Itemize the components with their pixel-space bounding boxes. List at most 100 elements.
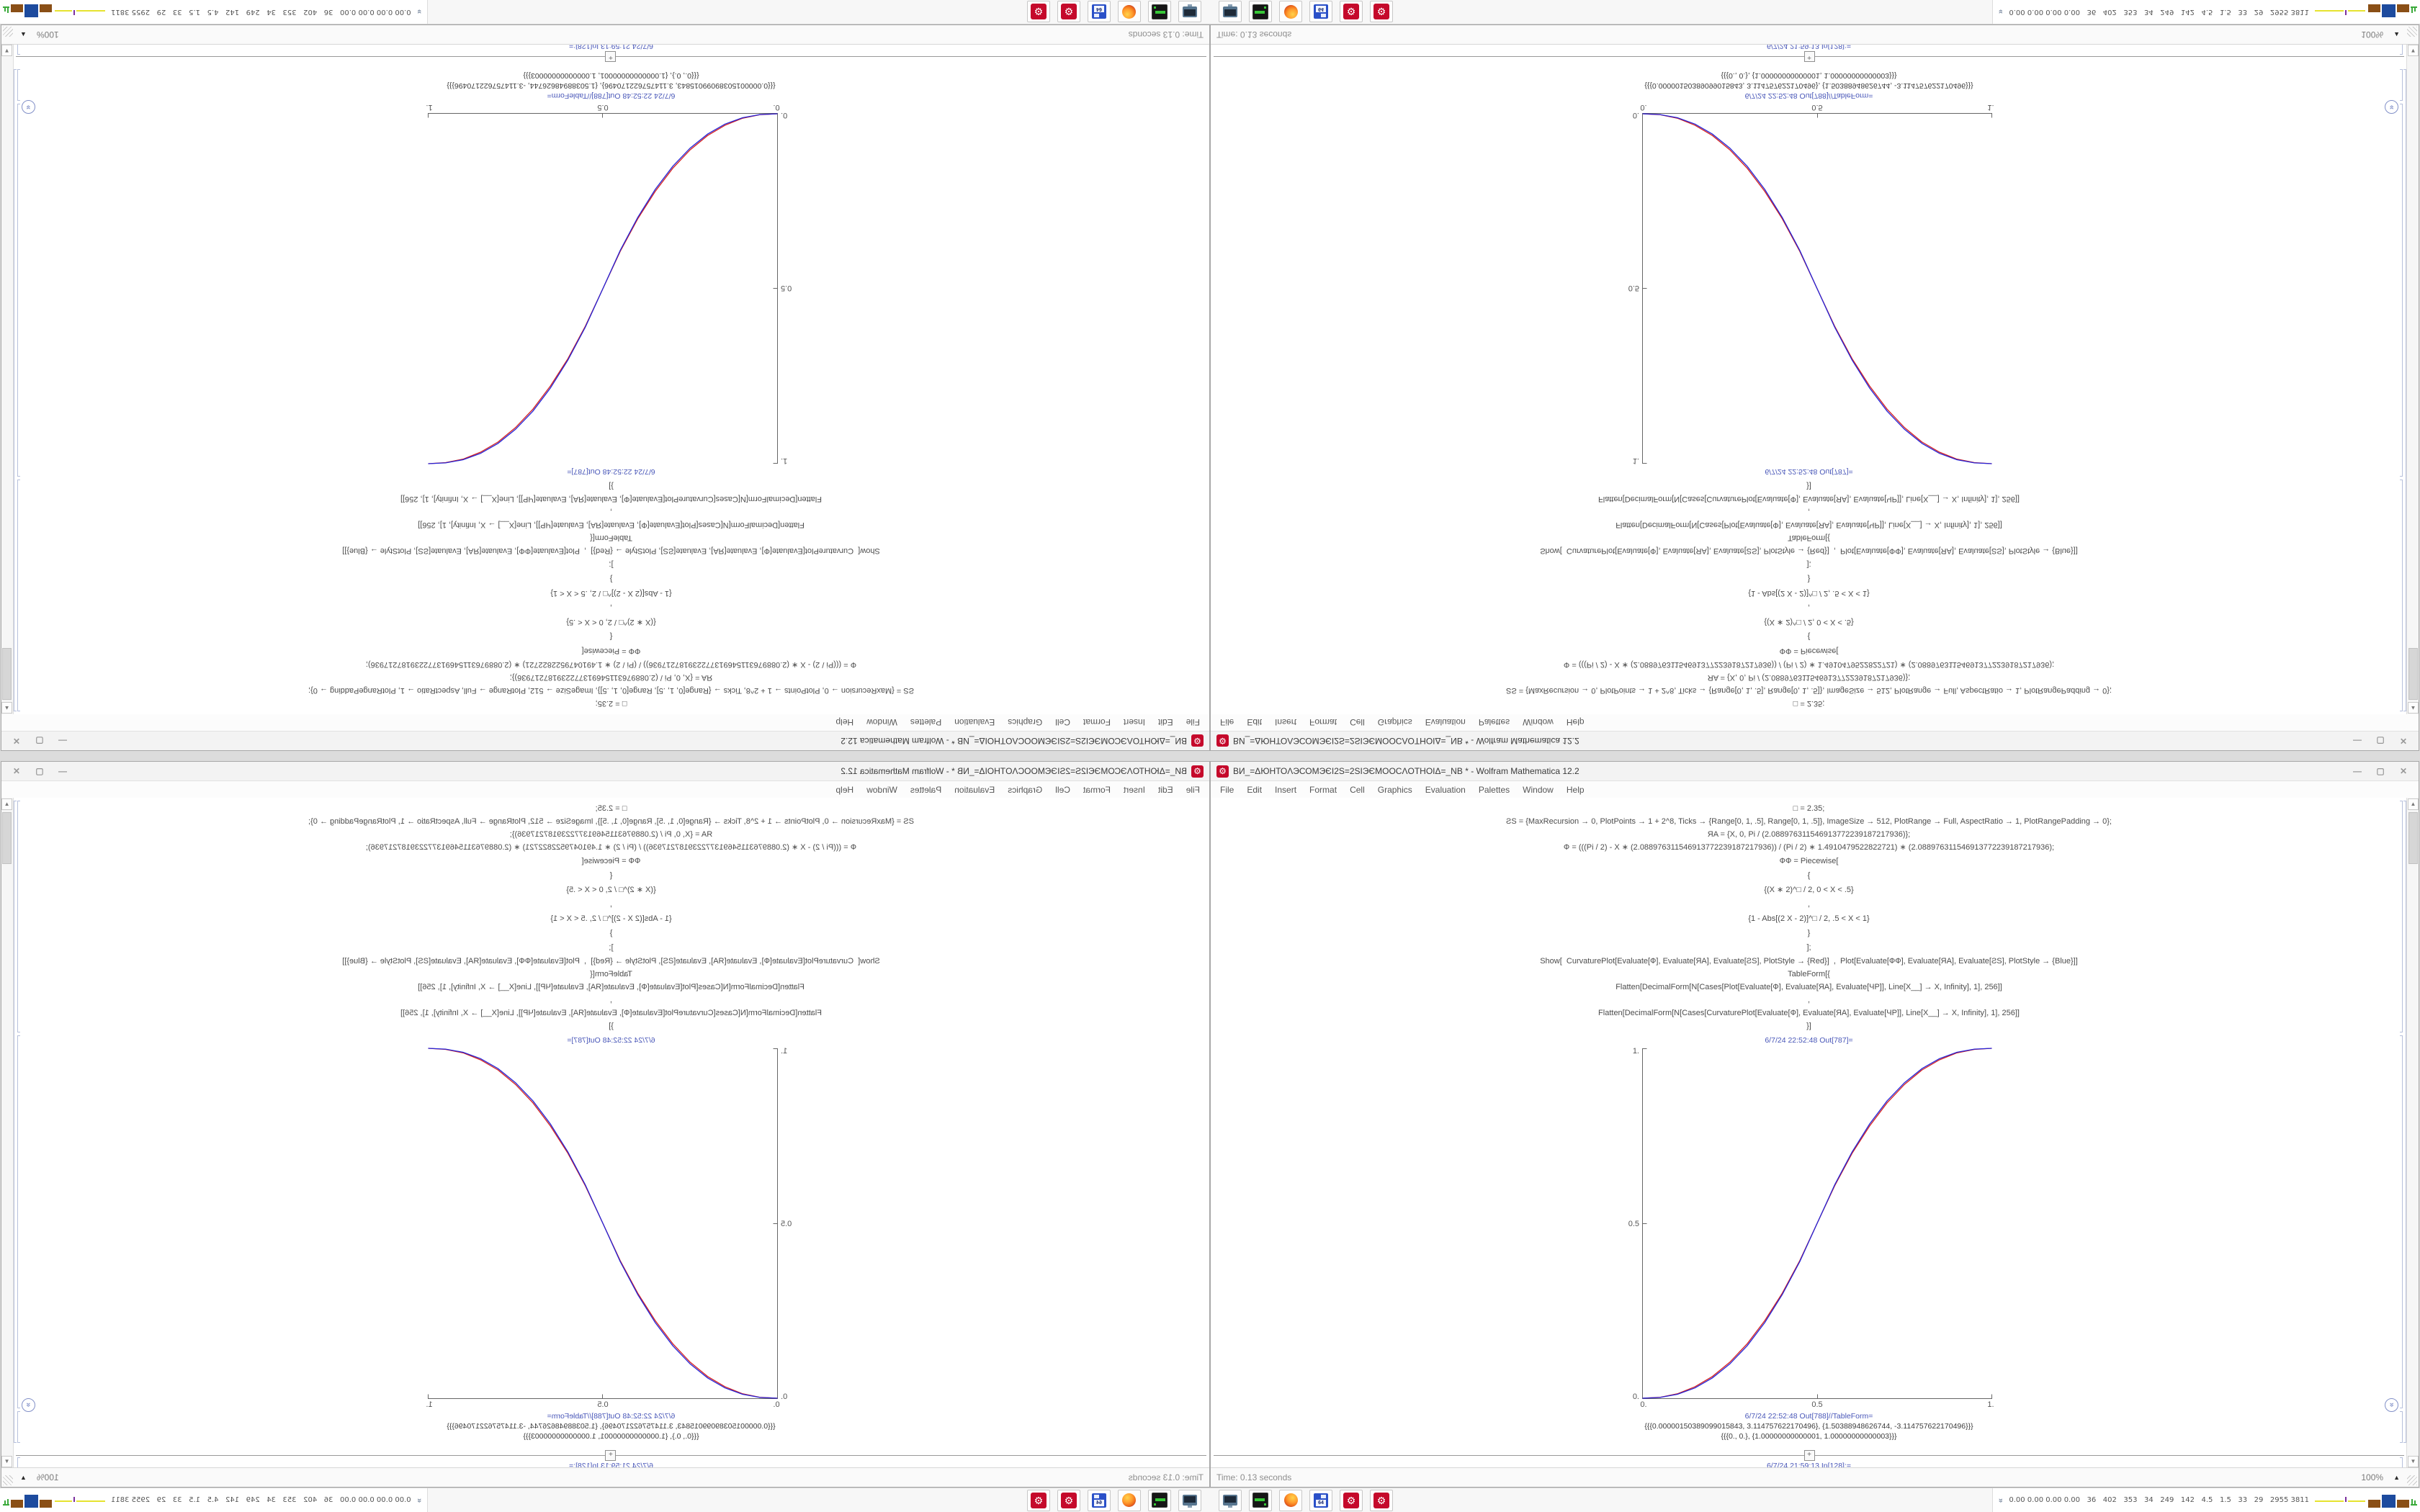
taskbar-app-mathematica-2[interactable]: ⚙ [1370, 1489, 1393, 1511]
menu-palettes[interactable]: Palettes [910, 785, 942, 795]
scroll-to-end-icon[interactable]: » [22, 100, 35, 114]
taskbar-app-backup-drive[interactable] [1148, 1, 1171, 23]
magnification-value[interactable]: 100% [36, 30, 59, 40]
taskbar-app-firefox[interactable] [1279, 1489, 1302, 1511]
menu-evaluation[interactable]: Evaluation [1425, 717, 1466, 727]
vertical-scrollbar[interactable]: ▲ ▼ [1, 798, 14, 1468]
menu-edit[interactable]: Edit [1157, 717, 1173, 727]
menu-edit[interactable]: Edit [1247, 717, 1263, 727]
vertical-scrollbar[interactable]: ▲ ▼ [1, 44, 14, 714]
taskbar-app-x64-floppy[interactable]: 64 [1309, 1489, 1332, 1511]
title-bar[interactable]: ⚙ ВИ_=ΔЮНТОΛЭСОМЭЄІ2Ѕ=2ЅІЭЄМООСΛОТНОІΔ=_… [1211, 731, 2419, 750]
menu-evaluation[interactable]: Evaluation [954, 717, 995, 727]
plot-cell-bracket[interactable] [17, 104, 20, 477]
cell-group-bracket[interactable] [2403, 801, 2406, 1443]
in-cell-bracket[interactable] [17, 43, 20, 55]
cell-insertion-bar[interactable]: + [1211, 1450, 2407, 1461]
menu-edit[interactable]: Edit [1157, 785, 1173, 795]
scroll-up-arrow[interactable]: ▲ [1, 702, 12, 714]
menu-format[interactable]: Format [1309, 717, 1337, 727]
maximize-button[interactable]: ▢ [35, 766, 44, 776]
scroll-down-arrow[interactable]: ▼ [2408, 1456, 2419, 1467]
taskbar-app-mathematica-2[interactable]: ⚙ [1027, 1489, 1050, 1511]
vertical-scrollbar[interactable]: ▲ ▼ [2406, 44, 2419, 714]
menu-window[interactable]: Window [1523, 785, 1554, 795]
input-cell-code[interactable]: □ = 2.35; ƧЅ = {MaxRecursion → 0, PlotPo… [13, 798, 1209, 1032]
close-button[interactable]: ✕ [12, 766, 21, 776]
title-bar[interactable]: ⚙ ВИ_=ΔЮНТОΛЭСОМЭЄІ2Ѕ=2ЅІЭЄМООСΛОТНОІΔ=_… [1, 731, 1209, 750]
taskbar-app-mathematica-2[interactable]: ⚙ [1370, 1, 1393, 23]
notebook-content[interactable]: □ = 2.35; ƧЅ = {MaxRecursion → 0, PlotPo… [13, 44, 1209, 714]
taskbar-app-x64-floppy[interactable]: 64 [1088, 1489, 1111, 1511]
window-resize-grip[interactable] [2407, 27, 2417, 37]
menu-file[interactable]: File [1186, 717, 1200, 727]
menu-format[interactable]: Format [1309, 785, 1337, 795]
insert-cell-button[interactable]: + [605, 1450, 617, 1461]
menu-help[interactable]: Help [835, 717, 854, 727]
table-cell-bracket[interactable] [17, 1411, 20, 1443]
table-cell-bracket[interactable] [2400, 1411, 2403, 1443]
taskbar-app-pc-monitor[interactable] [1219, 1489, 1242, 1511]
input-cell-bracket[interactable] [17, 801, 20, 1032]
taskbar-app-backup-drive[interactable] [1148, 1489, 1171, 1511]
menu-palettes[interactable]: Palettes [910, 717, 942, 727]
menu-window[interactable]: Window [1523, 717, 1554, 727]
scrollbar-thumb[interactable] [2, 812, 12, 864]
menu-cell[interactable]: Cell [1350, 785, 1365, 795]
cell-insertion-bar[interactable]: + [13, 51, 1209, 62]
table-cell-bracket[interactable] [2400, 69, 2403, 101]
taskbar-app-x64-floppy[interactable]: 64 [1309, 1, 1332, 23]
taskbar-app-pc-monitor[interactable] [1178, 1489, 1201, 1511]
magnification-dropdown-icon[interactable]: ▲ [2393, 1474, 2400, 1481]
plot-cell-bracket[interactable] [2400, 1035, 2403, 1408]
minimize-button[interactable]: — [58, 736, 67, 746]
menu-window[interactable]: Window [866, 785, 897, 795]
title-bar[interactable]: ⚙ ВИ_=ΔЮНТОΛЭСОМЭЄІ2Ѕ=2ЅІЭЄМООСΛОТНОІΔ=_… [1, 762, 1209, 781]
menu-evaluation[interactable]: Evaluation [1425, 785, 1466, 795]
minimize-button[interactable]: — [58, 766, 67, 776]
menu-graphics[interactable]: Graphics [1008, 785, 1043, 795]
minimize-button[interactable]: — [2353, 736, 2362, 746]
taskbar-app-mathematica-2[interactable]: ⚙ [1027, 1, 1050, 23]
insert-cell-button[interactable]: + [605, 51, 617, 62]
menu-cell[interactable]: Cell [1350, 717, 1365, 727]
scroll-down-arrow[interactable]: ▼ [1, 45, 12, 56]
taskbar-app-backup-drive[interactable] [1249, 1, 1272, 23]
close-button[interactable]: ✕ [12, 736, 21, 746]
title-bar[interactable]: ⚙ ВИ_=ΔЮНТОΛЭСОМЭЄІ2Ѕ=2ЅІЭЄМООСΛОТНОІΔ=_… [1211, 762, 2419, 781]
menu-graphics[interactable]: Graphics [1377, 785, 1412, 795]
menu-window[interactable]: Window [866, 717, 897, 727]
taskbar-app-mathematica-1[interactable]: ⚙ [1340, 1, 1363, 23]
maximize-button[interactable]: ▢ [35, 736, 44, 746]
tray-expand-chevron-icon[interactable]: « [1996, 9, 2006, 14]
taskbar-app-mathematica-1[interactable]: ⚙ [1057, 1, 1080, 23]
menu-edit[interactable]: Edit [1247, 785, 1263, 795]
scroll-down-arrow[interactable]: ▼ [1, 1456, 12, 1467]
input-cell-bracket[interactable] [2400, 801, 2403, 1032]
taskbar-app-mathematica-1[interactable]: ⚙ [1340, 1489, 1363, 1511]
menu-file[interactable]: File [1220, 785, 1234, 795]
menu-file[interactable]: File [1220, 717, 1234, 727]
taskbar-app-mathematica-1[interactable]: ⚙ [1057, 1489, 1080, 1511]
input-cell-code[interactable]: □ = 2.35; ƧЅ = {MaxRecursion → 0, PlotPo… [1211, 480, 2407, 714]
taskbar-app-firefox[interactable] [1118, 1489, 1141, 1511]
menu-format[interactable]: Format [1083, 717, 1111, 727]
in-cell-bracket[interactable] [2400, 43, 2403, 55]
menu-help[interactable]: Help [1566, 785, 1585, 795]
menu-palettes[interactable]: Palettes [1478, 785, 1510, 795]
scroll-up-arrow[interactable]: ▲ [1, 798, 12, 810]
plot-cell-bracket[interactable] [2400, 104, 2403, 477]
input-cell-bracket[interactable] [17, 480, 20, 711]
window-resize-grip[interactable] [3, 1475, 13, 1485]
taskbar-app-pc-monitor[interactable] [1219, 1, 1242, 23]
cell-insertion-bar[interactable]: + [13, 1450, 1209, 1461]
menu-graphics[interactable]: Graphics [1008, 717, 1043, 727]
window-resize-grip[interactable] [2407, 1475, 2417, 1485]
notebook-content[interactable]: □ = 2.35; ƧЅ = {MaxRecursion → 0, PlotPo… [13, 798, 1209, 1468]
tray-expand-chevron-icon[interactable]: « [414, 1498, 424, 1503]
insert-cell-button[interactable]: + [1803, 1450, 1815, 1461]
cell-group-bracket[interactable] [14, 801, 17, 1443]
cell-group-bracket[interactable] [14, 69, 17, 711]
menu-help[interactable]: Help [835, 785, 854, 795]
scrollbar-thumb[interactable] [2, 648, 12, 700]
